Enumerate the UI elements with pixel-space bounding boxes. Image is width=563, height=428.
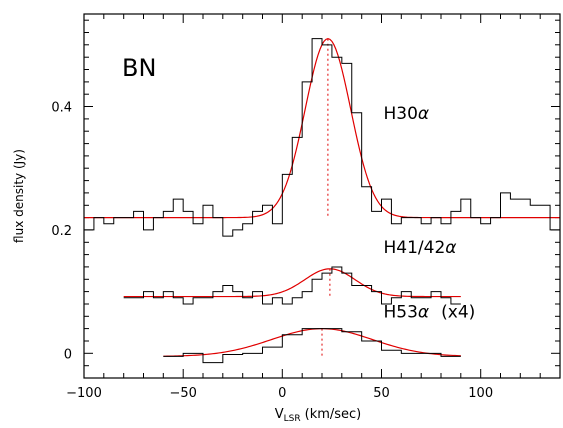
series-label: H53α (x4) [384, 303, 476, 323]
series-label-suffix: (x4) [441, 303, 475, 323]
series-3: H53α (x4) [163, 303, 476, 364]
y-tick-label: 0.2 [51, 224, 72, 239]
y-axis-label: flux density (Jy) [12, 149, 26, 243]
tick-labels: −100 −50 0 50 100 0 0.2 0.4 [51, 101, 493, 402]
y-tick-label: 0.4 [51, 101, 72, 116]
series-label-main: H41/42 [384, 238, 446, 258]
series-label: H30α [384, 104, 430, 124]
series-label-greek: α [418, 303, 429, 323]
series-2: H41/42α [123, 238, 461, 305]
x-tick-label: −50 [169, 386, 196, 401]
series-label-greek: α [445, 238, 456, 258]
series-label: H41/42α [384, 238, 457, 258]
y-tick-label: 0 [64, 347, 72, 362]
source-label: BN [122, 54, 156, 82]
fit-curve [123, 268, 461, 298]
spectrum-histogram [84, 38, 560, 237]
plot-frame [83, 13, 561, 379]
spectrum-histogram [123, 266, 461, 305]
x-tick-label: −100 [66, 386, 102, 401]
series-label-main: H53 [384, 303, 418, 323]
x-axis-label-subscript: LSR [284, 414, 301, 424]
x-tick-label: 50 [373, 386, 390, 401]
fit-curve [163, 328, 461, 357]
x-tick-label: 0 [278, 386, 286, 401]
x-tick-label: 100 [468, 386, 493, 401]
spectrum-histogram [163, 328, 461, 364]
series-label-greek: α [418, 104, 429, 124]
x-axis-label-unit: (km/sec) [305, 407, 362, 422]
x-axis-label: VLSR (km/sec) [275, 407, 362, 424]
series-1: H30α [84, 38, 560, 237]
series-label-main: H30 [384, 104, 418, 124]
x-axis-label-main: V [275, 407, 284, 422]
